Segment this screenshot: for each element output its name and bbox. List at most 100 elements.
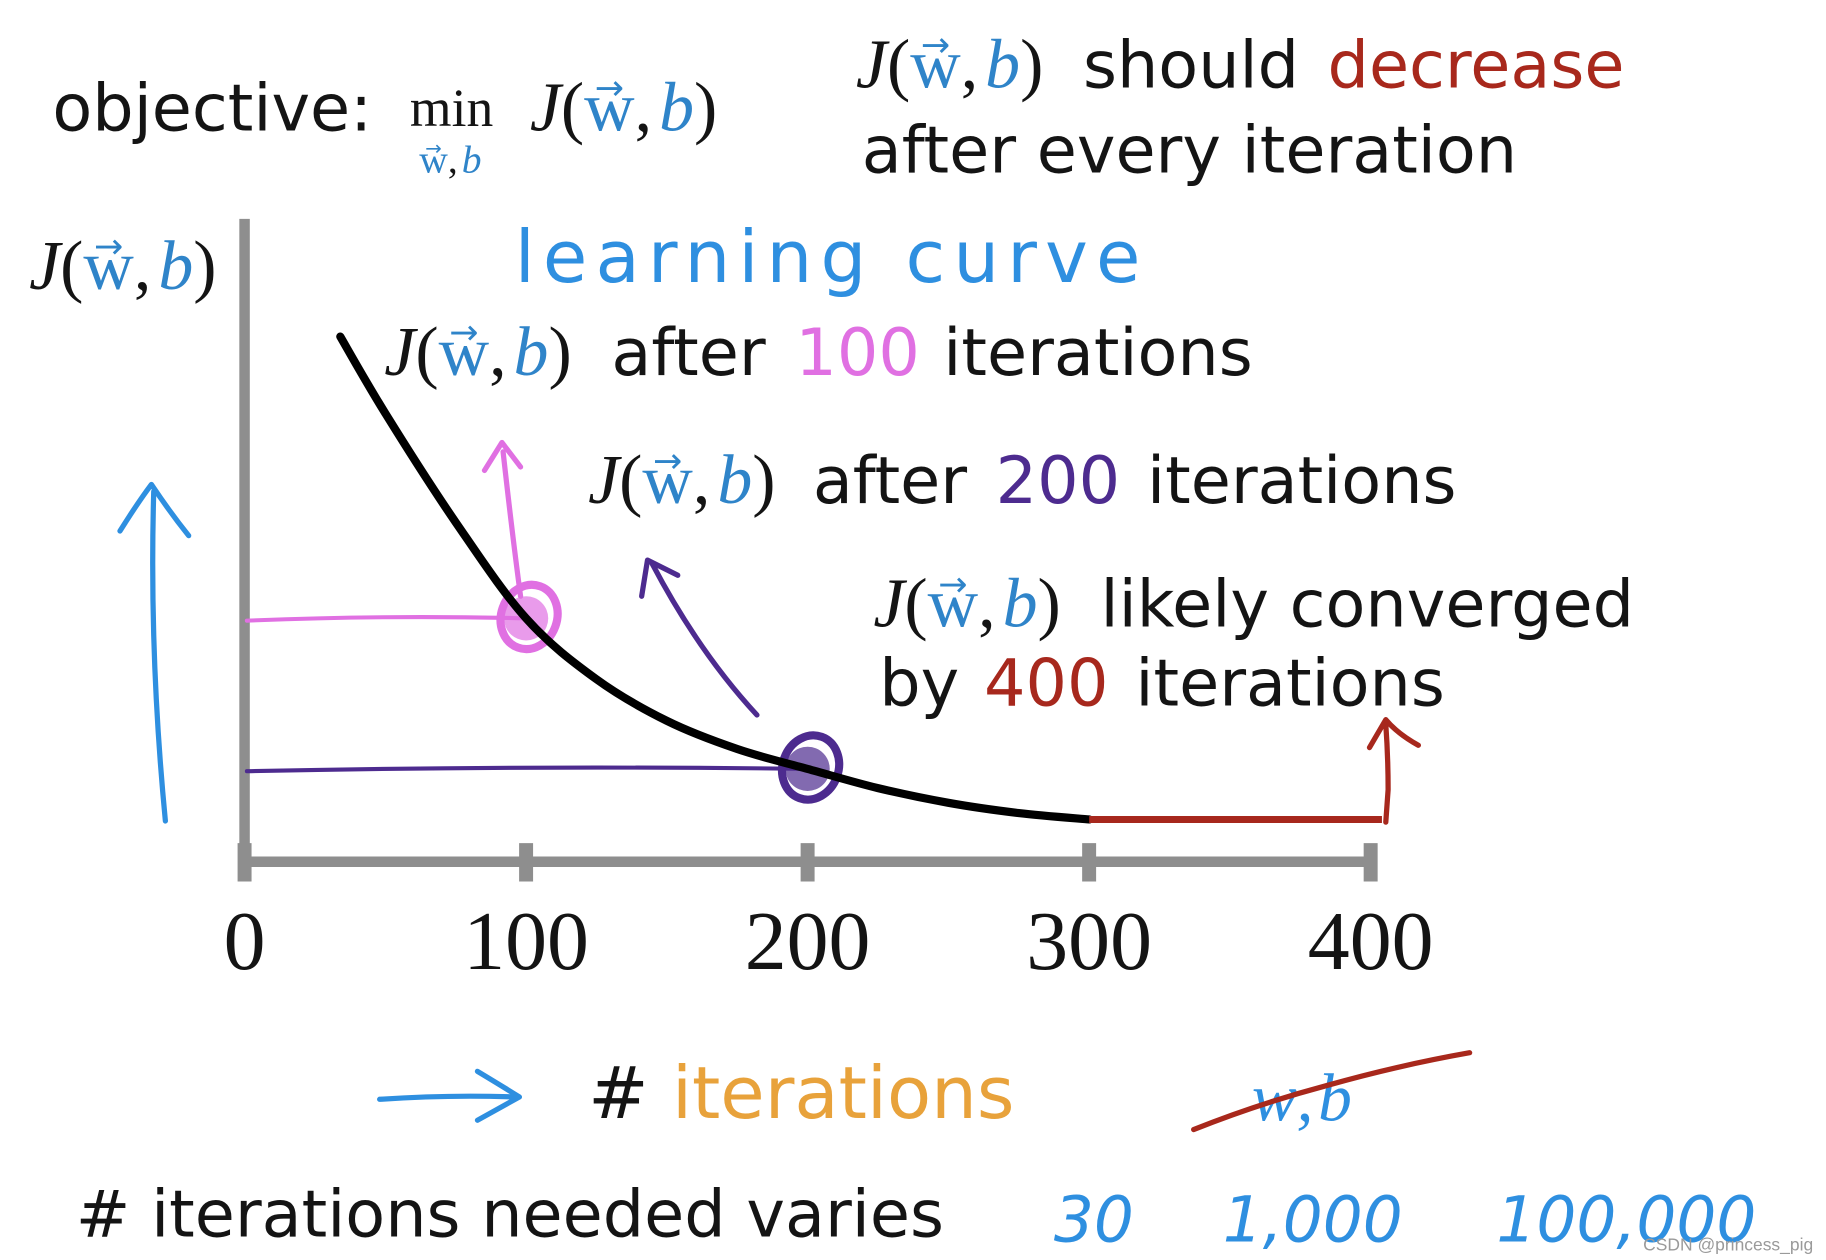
cost-function-expr: J(w→, b): [873, 565, 1060, 643]
annotation-200-prefix: after: [813, 443, 967, 519]
math-lp: (: [415, 314, 438, 391]
annotation-400-line1: J(w→, b) likely converged: [873, 565, 1634, 643]
x-axis-caption: # iterations: [588, 1052, 1014, 1136]
math-comma: ,: [961, 26, 978, 103]
x-tick-label: 100: [463, 895, 589, 988]
min-subscript: w→, b: [419, 137, 481, 181]
strike-through-line: [1191, 1050, 1473, 1133]
decrease-note-line2: after every iteration: [862, 112, 1517, 188]
arrow-shaft: [150, 488, 169, 824]
math-comma: ,: [448, 137, 458, 181]
example-count: 30: [1054, 1183, 1134, 1256]
math-lp: (: [904, 566, 927, 643]
pointer-arrow-400: [1366, 717, 1422, 825]
arrow-head: [474, 1068, 523, 1123]
math-b: b: [1003, 566, 1038, 643]
math-comma: ,: [978, 566, 995, 643]
math-J: J: [530, 69, 564, 146]
annotation-100-suffix: iterations: [943, 315, 1252, 391]
math-rp: ): [193, 228, 216, 305]
math-J: J: [856, 26, 890, 103]
math-J: J: [588, 442, 622, 519]
arrow-head: [1366, 717, 1422, 751]
x-direction-arrow: [377, 1068, 523, 1123]
math-J: J: [384, 314, 418, 391]
math-arrow: →: [425, 137, 442, 160]
annotation-200-number: 200: [996, 443, 1120, 519]
learning-curve-plot: [244, 332, 1382, 824]
x-tick-label: 400: [1308, 895, 1434, 988]
math-comma: ,: [134, 228, 151, 305]
x-ticks: 0 100 200 300 400: [224, 843, 1434, 988]
math-comma: ,: [489, 314, 506, 391]
math-w: w: [910, 26, 961, 103]
objective-label: objective:: [52, 70, 372, 146]
math-J: J: [873, 566, 907, 643]
math-w: w: [928, 566, 979, 643]
highlight-guide-line: [244, 765, 810, 774]
math-lp: (: [619, 442, 642, 519]
annotation-100-number: 100: [795, 315, 919, 391]
math-w: w: [419, 137, 448, 181]
arrow-head: [639, 557, 681, 599]
math-b: b: [985, 26, 1020, 103]
decrease-note-line1: J(w→, b) should decrease: [856, 26, 1625, 104]
annotation-400-prefix: by: [879, 646, 959, 722]
min-subscript-vars: w→, b: [419, 137, 481, 181]
math-comma: ,: [635, 69, 652, 146]
math-b: b: [158, 228, 193, 305]
math-w: w: [439, 314, 490, 391]
example-count: 1,000: [1223, 1183, 1403, 1256]
math-w: w: [83, 228, 134, 305]
objective-cost-expr: J(w→, b): [530, 69, 717, 147]
math-arrow: →: [94, 227, 123, 267]
crossed-out-params: w,b: [1252, 1060, 1357, 1135]
highlight-ring: [496, 580, 562, 654]
should-word: should: [1083, 27, 1299, 103]
cost-function-expr: J(w→, b): [856, 26, 1043, 104]
math-rp: ): [548, 314, 571, 391]
arrow-head: [481, 439, 524, 474]
math-arrow: →: [449, 313, 478, 353]
math-b: b: [462, 137, 482, 181]
x-tick-label: 300: [1026, 895, 1152, 988]
cost-function-expr: J(w→, b): [588, 441, 775, 519]
annotation-400-number: 400: [984, 646, 1108, 722]
x-tick-label: 200: [745, 895, 871, 988]
cost-curve: [336, 332, 1094, 824]
math-rp: ): [1020, 26, 1043, 103]
watermark: CSDN @princess_pig: [1643, 1235, 1813, 1256]
math-arrow: →: [653, 441, 682, 481]
math-b: b: [514, 314, 549, 391]
annotation-200: J(w→, b) after 200 iterations: [588, 441, 1456, 519]
y-axis-label: J(w→, b): [29, 227, 216, 305]
math-lp: (: [561, 69, 584, 146]
math-b: b: [659, 69, 694, 146]
math-w: w: [584, 69, 635, 146]
x-axis-caption-word: iterations: [672, 1052, 1015, 1136]
math-comma: ,: [693, 442, 710, 519]
annotation-100: J(w→, b) after 100 iterations: [384, 313, 1252, 391]
pointer-arrow-200: [639, 557, 760, 718]
arrow-shaft: [500, 449, 524, 599]
highlight-guide-line: [244, 615, 529, 623]
math-w: w: [642, 442, 693, 519]
math-lp: (: [887, 26, 910, 103]
math-rp: ): [1038, 566, 1061, 643]
math-arrow: →: [938, 565, 967, 605]
cost-function-expr: J(w→, b): [384, 313, 571, 391]
arrow-head: [117, 481, 192, 539]
learning-curve-title: learning curve: [515, 216, 1149, 300]
arrow-shaft: [377, 1093, 518, 1102]
example-count: 100,000: [1496, 1183, 1756, 1256]
min-operator: min: [410, 78, 493, 138]
math-arrow: →: [595, 69, 624, 109]
iterations-varies-note: # iterations needed varies: [76, 1177, 944, 1253]
x-tick-label: 0: [224, 895, 266, 988]
annotation-400-likely: likely converged: [1100, 567, 1634, 643]
arrow-shaft: [649, 561, 760, 718]
math-arrow: →: [921, 26, 950, 66]
pointer-arrow-100: [481, 439, 524, 599]
y-direction-arrow: [117, 481, 192, 824]
